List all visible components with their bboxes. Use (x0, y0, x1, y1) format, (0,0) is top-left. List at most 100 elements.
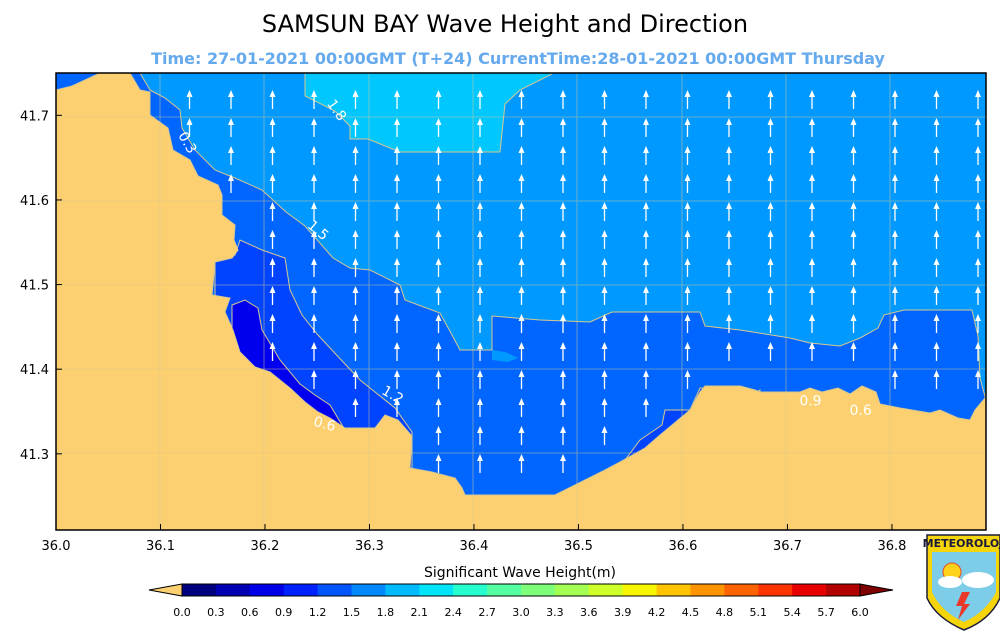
wave-arrow (352, 314, 359, 333)
wave-arrow (311, 258, 317, 277)
colorbar-under-triangle (148, 583, 183, 597)
wave-arrow (311, 370, 317, 389)
chart-subtitle: Time: 27-01-2021 00:00GMT (T+24) Current… (151, 49, 885, 68)
wave-arrow (809, 202, 815, 221)
contour-label: 0.9 (799, 394, 821, 410)
wave-arrow (477, 174, 483, 193)
wave-arrow (518, 286, 525, 305)
wave-arrow (809, 146, 815, 165)
colorbar-segment (453, 584, 488, 596)
wave-arrow (228, 90, 234, 109)
wave-arrow (601, 230, 608, 249)
sea-region-1-8 (304, 73, 554, 153)
x-tick-label: 36.0 (42, 539, 71, 554)
wave-arrow (311, 118, 317, 137)
y-axis: 41.7 41.6 41.5 41.4 41.3 (20, 109, 62, 463)
wave-arrow (809, 342, 815, 361)
wave-arrow (477, 370, 483, 389)
colorbar-segment (690, 584, 725, 596)
wave-arrow (767, 314, 774, 333)
wave-arrow (975, 370, 981, 389)
wave-arrow (269, 202, 276, 221)
wave-arrow (352, 258, 359, 277)
wave-arrow (477, 454, 483, 473)
wave-arrow (850, 90, 857, 109)
meteoroloji-logo: METEOROLOJ (923, 534, 1000, 631)
wave-arrow (684, 118, 691, 137)
wave-arrow (477, 342, 483, 361)
wave-arrow (518, 174, 525, 193)
wave-arrow (228, 118, 234, 137)
wave-arrow (933, 370, 940, 389)
y-tick-label: 41.5 (20, 279, 49, 294)
wave-arrow (352, 118, 359, 137)
wave-arrow (726, 90, 732, 109)
wave-arrow (435, 314, 442, 333)
wave-arrow (726, 230, 732, 249)
wave-arrow (850, 258, 857, 277)
wave-arrow (809, 230, 815, 249)
colorbar-tick-label: 2.7 (478, 606, 496, 619)
colorbar-segment (215, 584, 251, 596)
wave-arrow (560, 258, 566, 277)
wave-arrow (394, 370, 400, 389)
wave-arrow (560, 342, 566, 361)
wave-arrow (435, 146, 442, 165)
colorbar: 0.0 0.3 0.6 0.9 1.2 1.5 1.8 2.1 2.4 2.7 3.0 3.3 3.6 3… (148, 583, 894, 619)
wave-arrow (477, 90, 483, 109)
wave-arrow (933, 258, 940, 277)
wave-arrow (477, 230, 483, 249)
wave-arrow (228, 174, 234, 193)
colorbar-tick-label: 3.0 (512, 606, 530, 619)
wave-arrow (933, 314, 940, 333)
wave-arrow (933, 174, 940, 193)
wave-arrow (684, 202, 691, 221)
colorbar-title: Significant Wave Height(m) (424, 565, 616, 581)
colorbar-tick-label: 6.0 (851, 606, 869, 619)
wave-arrow (560, 314, 566, 333)
colorbar-tick-label: 4.8 (716, 606, 734, 619)
wave-arrow (643, 398, 649, 417)
wave-arrow (435, 398, 442, 417)
wave-arrow (892, 146, 898, 165)
wave-arrow (311, 230, 317, 249)
wave-arrow (269, 258, 276, 277)
wave-arrow (975, 118, 981, 137)
wave-arrow (518, 202, 525, 221)
colorbar-tick-label: 0.9 (275, 606, 293, 619)
wave-arrow (311, 90, 317, 109)
colorbar-segment (249, 584, 285, 596)
wave-arrow (394, 118, 400, 137)
wave-arrow (518, 454, 525, 473)
wave-arrow (518, 258, 525, 277)
wave-arrow (477, 118, 483, 137)
wave-arrow (269, 118, 276, 137)
wave-arrow (933, 342, 940, 361)
wave-arrow (186, 118, 193, 137)
wave-arrow (726, 146, 732, 165)
wave-arrow (601, 342, 608, 361)
colorbar-segment (487, 584, 522, 596)
wave-arrow (809, 314, 815, 333)
y-tick-label: 41.6 (20, 194, 49, 209)
wave-arrow (435, 202, 442, 221)
wave-arrow (518, 426, 525, 445)
wave-arrow (269, 90, 276, 109)
wave-arrow (477, 398, 483, 417)
colorbar-segment (826, 584, 861, 596)
wave-arrow (933, 90, 940, 109)
wave-arrow (850, 146, 857, 165)
x-tick-label: 36.6 (668, 539, 697, 554)
wave-arrow (560, 118, 566, 137)
wave-arrow (352, 370, 359, 389)
wave-arrow (809, 118, 815, 137)
colorbar-segment (724, 584, 759, 596)
wave-arrow (352, 342, 359, 361)
wave-arrow (767, 174, 774, 193)
wave-arrow (601, 314, 608, 333)
wave-arrow (809, 174, 815, 193)
wave-arrow (560, 398, 566, 417)
wave-arrow (933, 118, 940, 137)
wave-arrow (643, 118, 649, 137)
wave-arrow (394, 314, 400, 333)
